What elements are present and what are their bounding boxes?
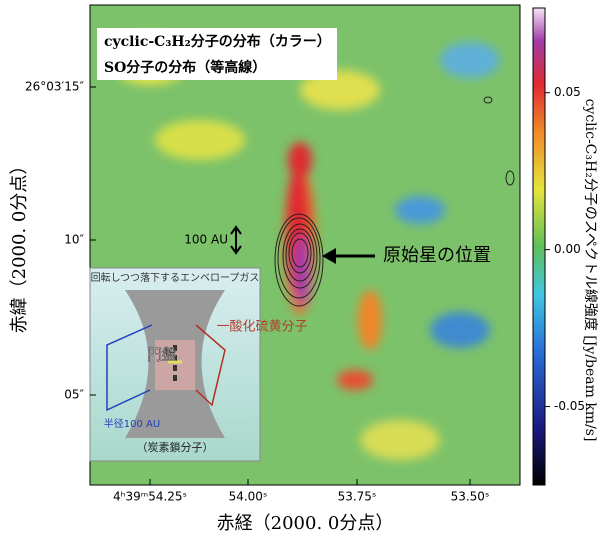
colorbar-label: cyclic-C₃H₂分子のスペクトル線強度 [Jy/beam km/s] xyxy=(582,99,598,442)
y-tick-label: 10″ xyxy=(64,233,84,247)
protostar-label: 原始星の位置 xyxy=(383,245,491,266)
y-axis-label: 赤緯（2000. 0分点） xyxy=(9,157,30,334)
inset-label: （炭素鎖分子） xyxy=(137,440,214,454)
inset-label: 回転しつつ落下するエンベロープガス xyxy=(91,272,260,284)
colorbar-tick-label: -0.05 xyxy=(554,399,585,413)
x-tick-label: 4ʰ39ᵐ54.25ˢ xyxy=(113,490,187,504)
x-axis-label: 赤経（2000. 0分点） xyxy=(217,513,394,534)
legend-text: cyclic-C₃H₂分子の分布（カラー） xyxy=(104,33,331,50)
legend-text: SO分子の分布（等高線） xyxy=(104,59,266,76)
inset-label: 円盤 xyxy=(147,346,177,364)
figure: cyclic-C₃H₂分子の分布（カラー） SO分子の分布（等高線） 100 A… xyxy=(0,0,612,540)
scale-label: 100 AU xyxy=(184,233,228,247)
x-tick-label: 53.75ˢ xyxy=(338,490,377,504)
colorbar-tick-label: 0.05 xyxy=(554,85,581,99)
y-tick-label: 05″ xyxy=(64,388,84,402)
colorbar-tick-label: 0.00 xyxy=(554,242,581,256)
y-tick-label: 26°03′15″ xyxy=(25,80,85,94)
inset-label: 一酸化硫黄分子 xyxy=(216,320,307,335)
inset-label: 半径100 AU xyxy=(104,417,160,430)
x-tick-label: 54.00ˢ xyxy=(229,490,268,504)
legend-box: cyclic-C₃H₂分子の分布（カラー） SO分子の分布（等高線） xyxy=(97,28,337,80)
x-tick-label: 53.50ˢ xyxy=(451,490,490,504)
colorbar xyxy=(533,8,545,485)
